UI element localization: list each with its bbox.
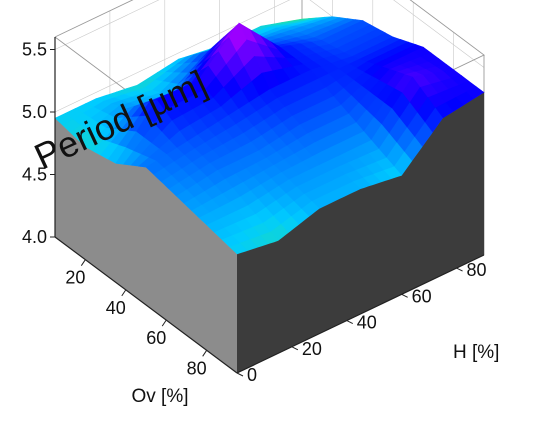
y-tick-mark	[401, 293, 408, 298]
surface-mesh	[54, 16, 485, 255]
y-tick-label: 60	[412, 286, 432, 306]
y-tick-mark	[346, 320, 354, 325]
y-tick-mark	[291, 346, 299, 351]
x-tick-mark	[80, 259, 86, 266]
y-axis-line	[236, 254, 485, 374]
y-tick-label: 80	[467, 260, 487, 280]
y-axis-label: H [%]	[453, 342, 499, 363]
z-tick-label: 5.0	[22, 102, 47, 122]
x-tick-label: 80	[187, 358, 207, 378]
y-tick-label: 0	[247, 365, 257, 385]
x-tick-label: 40	[106, 298, 126, 318]
surface-skirt	[55, 92, 484, 373]
z-grid-line	[54, 0, 485, 68]
x-tick-mark	[202, 350, 208, 357]
y-tick-mark	[236, 372, 244, 377]
x-tick-label: 60	[146, 328, 166, 348]
y-tick-mark	[456, 267, 463, 272]
z-tick-label: 4.0	[22, 227, 47, 247]
x-tick-mark	[161, 319, 167, 327]
front-wall	[55, 118, 237, 373]
x-tick-mark	[121, 289, 127, 297]
x-axis-label: Ov [%]	[131, 386, 188, 407]
y-tick-label: 20	[302, 339, 322, 359]
z-tick-label: 4.5	[22, 165, 47, 185]
axes	[50, 37, 485, 377]
y-tick-label: 40	[357, 313, 377, 333]
z-tick-label: 5.5	[22, 40, 47, 60]
side-wall	[237, 92, 484, 373]
x-tick-label: 20	[65, 268, 85, 288]
